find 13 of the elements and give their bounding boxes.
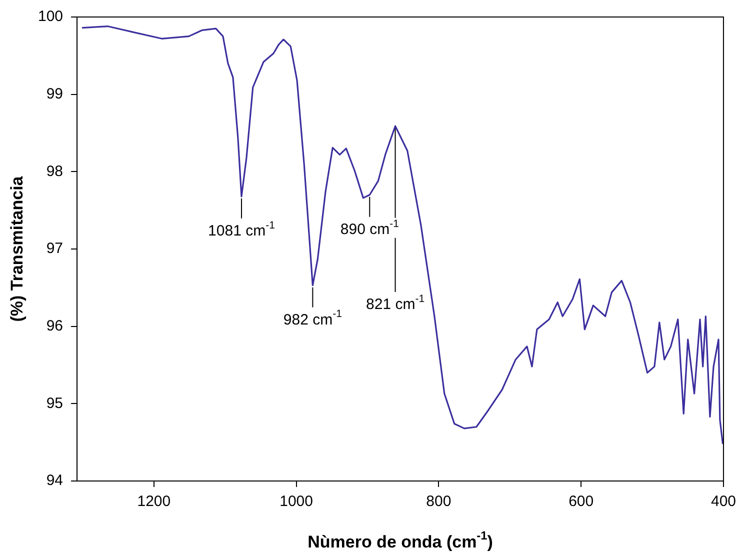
y-tick-label: 100 xyxy=(38,8,64,26)
y-tick-label: 96 xyxy=(46,317,64,334)
x-tick-label: 400 xyxy=(710,493,736,510)
x-tick-label: 600 xyxy=(568,493,594,510)
x-tick-label: 800 xyxy=(426,493,452,510)
y-tick-label: 98 xyxy=(46,162,64,180)
x-tick-label: 1000 xyxy=(280,493,313,510)
y-tick-label: 97 xyxy=(46,240,64,258)
y-axis-title: (%) Transmitancia xyxy=(8,176,27,322)
y-tick-label: 99 xyxy=(46,85,64,102)
x-tick-label: 1200 xyxy=(137,493,171,510)
y-tick-label: 95 xyxy=(46,394,64,412)
y-tick-label: 94 xyxy=(46,472,64,490)
